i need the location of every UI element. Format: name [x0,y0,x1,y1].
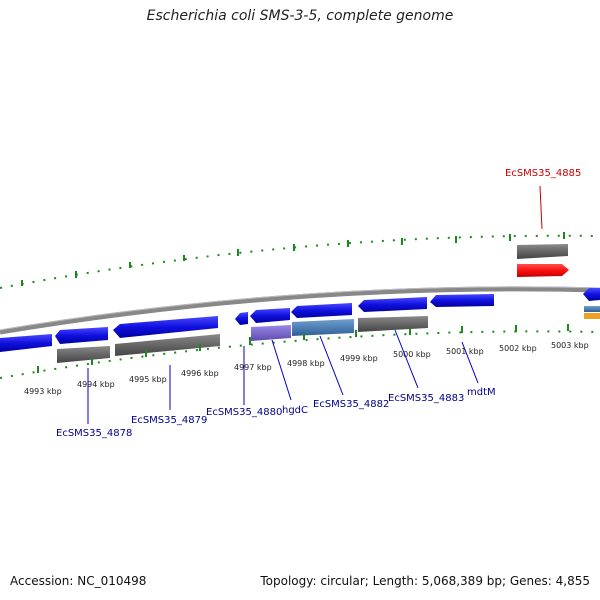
gene-label[interactable]: EcSMS35_4883 [388,393,464,404]
cds-feature[interactable] [0,334,52,352]
cds-feature-highlighted[interactable] [517,264,569,277]
label-leaders [87,329,479,424]
gene-label[interactable]: hgdC [282,405,308,416]
cds-feature[interactable] [250,308,290,323]
tick-label: 5002 kbp [499,344,537,353]
gene-feature[interactable] [57,346,110,363]
gene-label[interactable]: EcSMS35_4882 [313,399,389,410]
feature-steel[interactable] [292,319,354,336]
cds-feature[interactable] [291,303,352,318]
feature-purple[interactable] [251,325,291,341]
genome-backbone [0,286,600,335]
gene-feature[interactable] [517,244,568,259]
genome-title: Escherichia coli SMS-3-5, complete genom… [146,8,454,24]
tick-label: 5001 kbp [446,347,484,356]
label-leader-red [539,185,543,230]
cds-feature[interactable] [430,294,494,307]
inner-tick-arc [0,324,600,379]
backbone-highlight [0,286,600,331]
cds-feature[interactable] [235,312,248,325]
cds-feature[interactable] [113,316,218,338]
cds-feature[interactable] [583,288,600,301]
cds-feature[interactable] [55,327,108,344]
gene-labels: EcSMS35_4878 EcSMS35_4879 EcSMS35_4880 h… [56,168,581,439]
tick-label: 5003 kbp [551,341,589,350]
cds-feature[interactable] [358,297,427,312]
tick-label: 4998 kbp [287,359,325,368]
outer-tick-arc [0,232,600,289]
gene-label[interactable]: EcSMS35_4879 [131,415,207,426]
feature-orange[interactable] [584,313,600,319]
gene-label-highlighted[interactable]: EcSMS35_4885 [505,168,581,179]
gene-feature[interactable] [115,334,220,356]
gene-feature[interactable] [358,316,428,332]
tick-label: 4995 kbp [129,375,167,384]
accession-text: Accession: NC_010498 [10,574,147,588]
tick-label: 4997 kbp [234,363,272,372]
gene-label[interactable]: EcSMS35_4878 [56,428,132,439]
tick-label: 5000 kbp [393,350,431,359]
tick-labels: 4993 kbp 4994 kbp 4995 kbp 4996 kbp 4997… [24,341,589,396]
genome-summary-text: Topology: circular; Length: 5,068,389 bp… [260,574,590,588]
feature-steel-small[interactable] [584,306,600,312]
tick-label: 4996 kbp [181,369,219,378]
gene-label[interactable]: EcSMS35_4880 [206,407,282,418]
tick-label: 4999 kbp [340,354,378,363]
tick-label: 4993 kbp [24,387,62,396]
gene-label[interactable]: mdtM [467,387,496,398]
forward-cds-track [0,288,600,352]
tick-label: 4994 kbp [77,380,115,389]
